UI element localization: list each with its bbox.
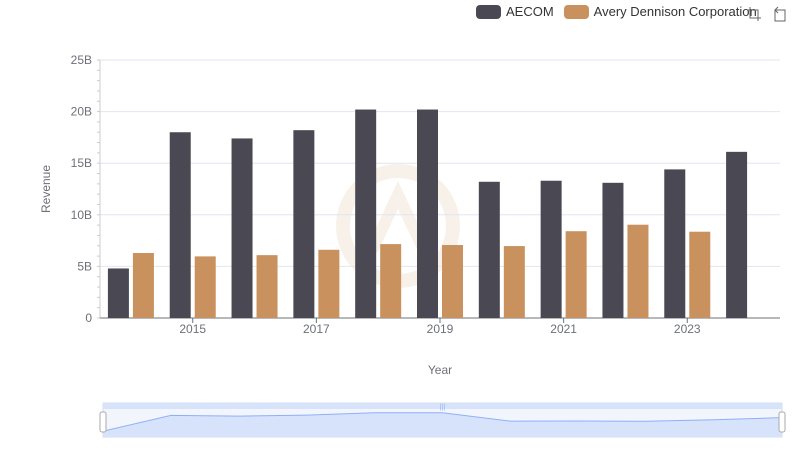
legend-label-avery-dennison: Avery Dennison Corporation	[593, 4, 757, 19]
y-axis: 0 5B 10B 15B 20B 25B	[71, 53, 101, 325]
bar-aecom-2014[interactable]	[107, 268, 129, 318]
x-tick-label: 2019	[427, 322, 454, 336]
bar-aecom-2021[interactable]	[540, 180, 562, 318]
bar-aecom-2022[interactable]	[602, 182, 624, 318]
bar-avery-dennison-2023[interactable]	[689, 231, 711, 318]
data-zoom-overview-line	[102, 412, 783, 432]
legend: AECOM Avery Dennison Corporation	[476, 4, 757, 19]
bar-aecom-2017[interactable]	[293, 130, 315, 318]
x-tick-label: 2017	[303, 322, 330, 336]
bar-avery-dennison-2016[interactable]	[256, 255, 278, 318]
bar-avery-dennison-2017[interactable]	[318, 249, 340, 318]
bar-avery-dennison-2022[interactable]	[627, 224, 649, 318]
restore-icon[interactable]	[772, 6, 788, 22]
bar-avery-dennison-2015[interactable]	[194, 256, 216, 318]
y-tick-label: 0	[85, 311, 92, 325]
y-tick-label: 25B	[71, 53, 92, 67]
y-tick-label: 15B	[71, 156, 92, 170]
bar-aecom-2016[interactable]	[231, 138, 253, 318]
toolbox	[746, 6, 788, 22]
legend-swatch-avery-dennison	[563, 4, 589, 19]
y-tick-label: 20B	[71, 105, 92, 119]
x-axis-label: Year	[428, 363, 452, 377]
data-zoom-slider[interactable]: |||	[99, 402, 786, 438]
x-tick-label: 2015	[179, 322, 206, 336]
data-zoom-mover-bar[interactable]	[103, 403, 782, 409]
bar-aecom-2024[interactable]	[726, 151, 748, 318]
x-tick-label: 2023	[674, 322, 701, 336]
zoom-icon[interactable]	[746, 6, 762, 22]
bar-avery-dennison-2019[interactable]	[442, 245, 463, 318]
data-zoom-overview-area	[103, 412, 782, 437]
legend-swatch-aecom	[476, 4, 501, 19]
data-zoom-handle-left[interactable]	[99, 411, 107, 433]
bar-avery-dennison-2014[interactable]	[132, 252, 154, 318]
bars	[107, 109, 748, 318]
bar-aecom-2023[interactable]	[664, 169, 686, 318]
bar-aecom-2020[interactable]	[478, 181, 500, 318]
data-zoom-handle-right[interactable]	[778, 411, 786, 433]
bar-aecom-2018[interactable]	[355, 109, 377, 318]
y-tick-label: 5B	[77, 259, 92, 273]
x-axis: 2015 2017 2019 2021 2023	[100, 317, 780, 336]
data-zoom-grip-icon: |||	[440, 404, 446, 411]
legend-item-avery-dennison[interactable]: Avery Dennison Corporation	[563, 4, 757, 19]
y-tick-label: 10B	[71, 208, 92, 222]
bar-aecom-2019[interactable]	[417, 109, 438, 318]
y-axis-label: Revenue	[39, 165, 53, 213]
bar-aecom-2015[interactable]	[169, 132, 191, 318]
bar-avery-dennison-2018[interactable]	[380, 244, 402, 318]
x-tick-label: 2021	[550, 322, 577, 336]
bar-avery-dennison-2020[interactable]	[503, 246, 525, 318]
bar-avery-dennison-2021[interactable]	[565, 231, 587, 318]
legend-label-aecom: AECOM	[506, 4, 554, 19]
legend-item-aecom[interactable]: AECOM	[476, 4, 554, 19]
